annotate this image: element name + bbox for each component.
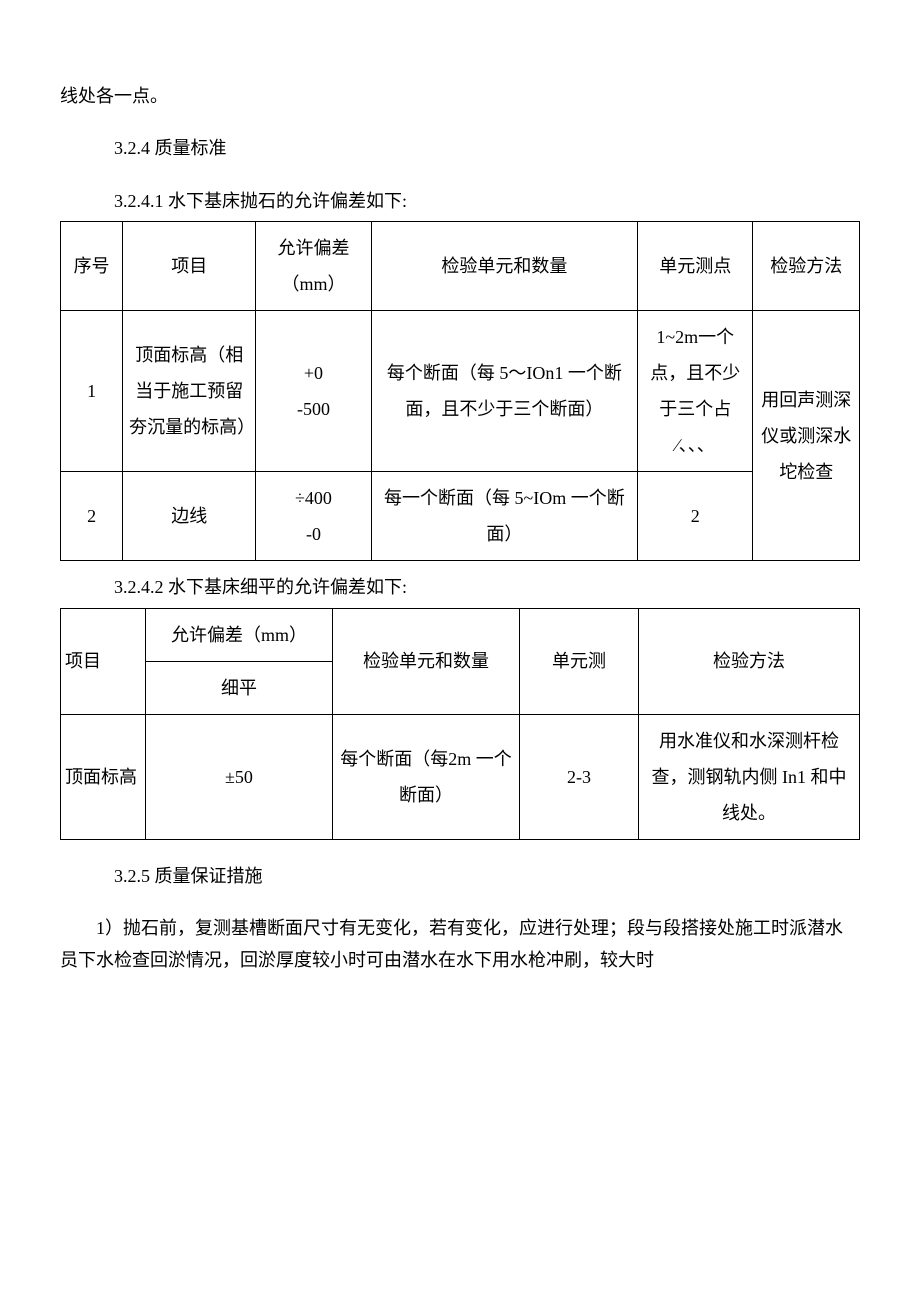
- heading-325: 3.2.5 质量保证措施: [60, 860, 860, 892]
- table-row: 顶面标高 ±50 每个断面（每2m 一个断面） 2-3 用水准仪和水深测杆检查，…: [61, 714, 860, 839]
- table-row: 项目 允许偏差（mm） 检验单元和数量 单元测 检验方法: [61, 608, 860, 661]
- header-tolerance-top: 允许偏差（mm）: [145, 608, 332, 661]
- header-tolerance-sub: 细平: [145, 661, 332, 714]
- header-item-2: 项目: [61, 608, 146, 714]
- header-tolerance: 允许偏差（mm）: [256, 222, 371, 311]
- header-method-2: 检验方法: [638, 608, 859, 714]
- header-points: 单元测点: [638, 222, 753, 311]
- table-row: 序号 项目 允许偏差（mm） 检验单元和数量 单元测点 检验方法: [61, 222, 860, 311]
- cell-points-1: 1~2m一个点，且不少于三个占∕、、、: [638, 311, 753, 472]
- cell-points-2-1: 2-3: [519, 714, 638, 839]
- table-row: 1 顶面标高（相当于施工预留夯沉量的标高） +0 -500 每个断面（每 5～I…: [61, 311, 860, 472]
- header-seq: 序号: [61, 222, 123, 311]
- table-3241: 序号 项目 允许偏差（mm） 检验单元和数量 单元测点 检验方法 1 顶面标高（…: [60, 221, 860, 561]
- cell-seq-1: 1: [61, 311, 123, 472]
- cell-check-unit-2: 每一个断面（每 5~IOm 一个断面）: [371, 472, 637, 561]
- table-row: 2 边线 ÷400 -0 每一个断面（每 5~IOm 一个断面） 2: [61, 472, 860, 561]
- cell-points-2: 2: [638, 472, 753, 561]
- cell-method-2-1: 用水准仪和水深测杆检查，测钢轨内侧 In1 和中线处。: [638, 714, 859, 839]
- cell-check-unit-2-1: 每个断面（每2m 一个断面）: [332, 714, 519, 839]
- heading-3242: 3.2.4.2 水下基床细平的允许偏差如下:: [60, 571, 860, 603]
- header-points-2: 单元测: [519, 608, 638, 714]
- cell-tolerance-1: +0 -500: [256, 311, 371, 472]
- header-check-unit-2: 检验单元和数量: [332, 608, 519, 714]
- cell-tolerance-2: ÷400 -0: [256, 472, 371, 561]
- table-3242: 项目 允许偏差（mm） 检验单元和数量 单元测 检验方法 细平 顶面标高 ±50…: [60, 608, 860, 840]
- header-item: 项目: [123, 222, 256, 311]
- cell-item-1: 顶面标高（相当于施工预留夯沉量的标高）: [123, 311, 256, 472]
- top-fragment-text: 线处各一点。: [60, 80, 860, 112]
- cell-check-unit-1: 每个断面（每 5～IOn1 一个断面，且不少于三个断面）: [371, 311, 637, 472]
- cell-method-merged: 用回声测深仪或测深水坨检查: [753, 311, 860, 561]
- cell-tolerance-2-1: ±50: [145, 714, 332, 839]
- cell-item-2: 边线: [123, 472, 256, 561]
- heading-3241: 3.2.4.1 水下基床抛石的允许偏差如下:: [60, 185, 860, 217]
- cell-item-2-1: 顶面标高: [61, 714, 146, 839]
- header-check-unit: 检验单元和数量: [371, 222, 637, 311]
- bottom-paragraph: 1）抛石前，复测基槽断面尺寸有无变化，若有变化，应进行处理；段与段搭接处施工时派…: [60, 912, 860, 977]
- heading-324: 3.2.4 质量标准: [60, 132, 860, 164]
- header-method: 检验方法: [753, 222, 860, 311]
- cell-seq-2: 2: [61, 472, 123, 561]
